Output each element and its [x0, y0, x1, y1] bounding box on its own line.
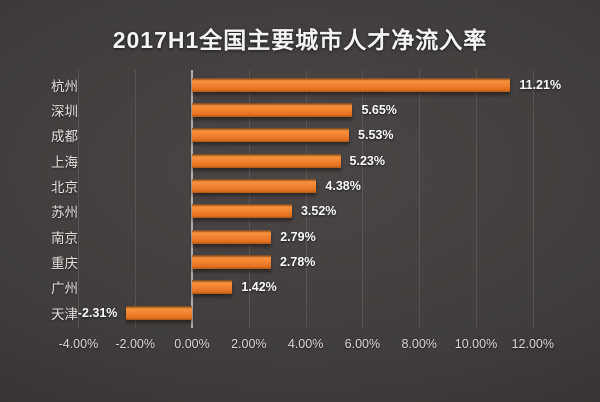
gridline: [532, 70, 534, 328]
bar: [192, 128, 350, 143]
value-label: 5.53%: [358, 128, 394, 143]
category-label: 杭州: [51, 78, 78, 94]
x-tick-label: -4.00%: [58, 337, 99, 351]
x-tick-label: -2.00%: [115, 337, 155, 351]
value-label: 1.42%: [241, 280, 277, 295]
chart-title: 2017H1全国主要城市人才净流入率: [112, 27, 488, 53]
category-label: 苏州: [51, 205, 78, 221]
category-label: 南京: [51, 230, 78, 246]
gridline: [305, 70, 307, 328]
gridline: [476, 70, 477, 328]
gridline: [362, 70, 364, 328]
gridline: [135, 70, 137, 328]
bar: [192, 102, 353, 117]
bar: [192, 153, 341, 168]
bar: [192, 178, 317, 193]
zero-axis-line: [191, 70, 193, 328]
bar: [192, 280, 233, 295]
category-label: 上海: [51, 154, 78, 170]
value-label: 4.38%: [325, 178, 361, 193]
category-label: 重庆: [51, 255, 78, 271]
gridline: [78, 70, 80, 328]
x-tick-label: 10.00%: [454, 337, 498, 351]
value-label: -2.31%: [77, 305, 118, 320]
category-label: 北京: [51, 179, 78, 195]
category-label: 成都: [51, 129, 78, 145]
value-label: 2.79%: [280, 229, 316, 244]
bar: [192, 229, 272, 244]
bar: [192, 204, 292, 219]
gridline: [248, 70, 250, 328]
x-tick-label: 6.00%: [344, 337, 381, 351]
value-label: 5.65%: [361, 102, 397, 117]
value-label: 2.78%: [279, 254, 316, 269]
gridline: [419, 70, 421, 328]
bar: [126, 305, 192, 320]
category-label: 广州: [51, 281, 78, 297]
value-label: 3.52%: [300, 204, 337, 219]
value-label: 5.23%: [349, 153, 385, 168]
category-label: 深圳: [51, 103, 78, 119]
bar: [192, 254, 271, 269]
x-tick-label: 0.00%: [174, 337, 210, 351]
x-tick-label: 4.00%: [287, 337, 324, 351]
bar: [192, 77, 511, 92]
category-label: 天津: [51, 306, 78, 322]
x-tick-label: 12.00%: [511, 337, 554, 351]
value-label: 11.21%: [519, 77, 562, 92]
x-tick-label: 8.00%: [401, 337, 437, 351]
x-tick-label: 2.00%: [231, 337, 267, 351]
